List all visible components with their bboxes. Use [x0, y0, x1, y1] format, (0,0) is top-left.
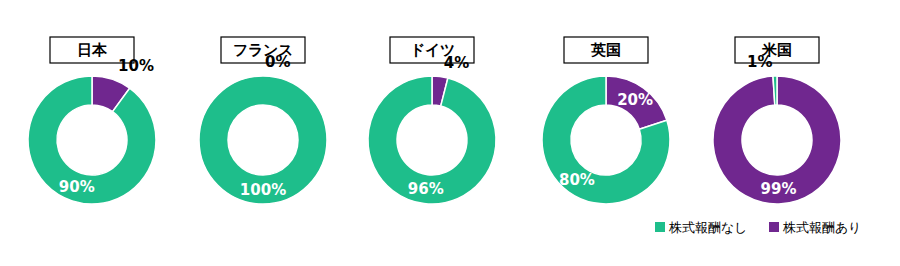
donut-slice — [773, 76, 777, 105]
slices — [713, 76, 841, 204]
data-labels: 10% 90% — [59, 57, 154, 196]
slices — [199, 76, 327, 204]
title-box — [564, 37, 648, 63]
data-label: 90% — [59, 178, 95, 196]
data-labels: 4% 96% — [408, 54, 469, 198]
donut-chart: ドイツ4%96% — [368, 37, 496, 204]
donut-chart: 米国99%1% — [713, 37, 841, 204]
data-label: 99% — [761, 180, 797, 198]
chart-title: 英国 — [590, 41, 621, 59]
legend-swatch — [769, 222, 779, 232]
donut-chart: 日本 10% 90% — [28, 37, 156, 204]
data-label: 80% — [559, 171, 595, 189]
data-label: 10% — [118, 57, 154, 75]
legend-label: 株式報酬あり — [782, 220, 861, 235]
donut-chart: フランス0%100% — [199, 37, 327, 204]
legend: 株式報酬なし 株式報酬あり — [655, 220, 861, 235]
chart-title: 日本 — [77, 41, 108, 59]
title-box — [221, 37, 305, 63]
donut-slice — [606, 76, 667, 129]
donut-slice — [713, 76, 841, 204]
donut-slice — [542, 76, 670, 204]
legend-swatch — [655, 222, 665, 232]
slices — [368, 76, 496, 204]
data-label: 96% — [408, 180, 444, 198]
donut-chart: 英国 20% 80% — [542, 37, 670, 204]
slices — [28, 76, 156, 204]
data-labels: 0% 100% — [240, 53, 291, 199]
donut-slice — [199, 76, 327, 204]
slices — [542, 76, 670, 204]
data-label: 100% — [240, 181, 286, 199]
data-labels: 20% 80% — [559, 91, 653, 189]
data-label: 20% — [617, 91, 653, 109]
data-label: 1% — [747, 53, 772, 71]
donut-slice — [368, 76, 496, 204]
donut-slice — [28, 76, 156, 204]
chart-container: 日本10%90%フランス0%100%ドイツ4%96%英国20%80%米国99%1… — [0, 0, 900, 266]
legend-label: 株式報酬なし — [668, 220, 747, 235]
chart-svg: 日本10%90%フランス0%100%ドイツ4%96%英国20%80%米国99%1… — [0, 0, 900, 266]
data-labels: 99% 1% — [747, 53, 796, 198]
data-label: 4% — [444, 54, 469, 72]
data-label: 0% — [265, 53, 290, 71]
